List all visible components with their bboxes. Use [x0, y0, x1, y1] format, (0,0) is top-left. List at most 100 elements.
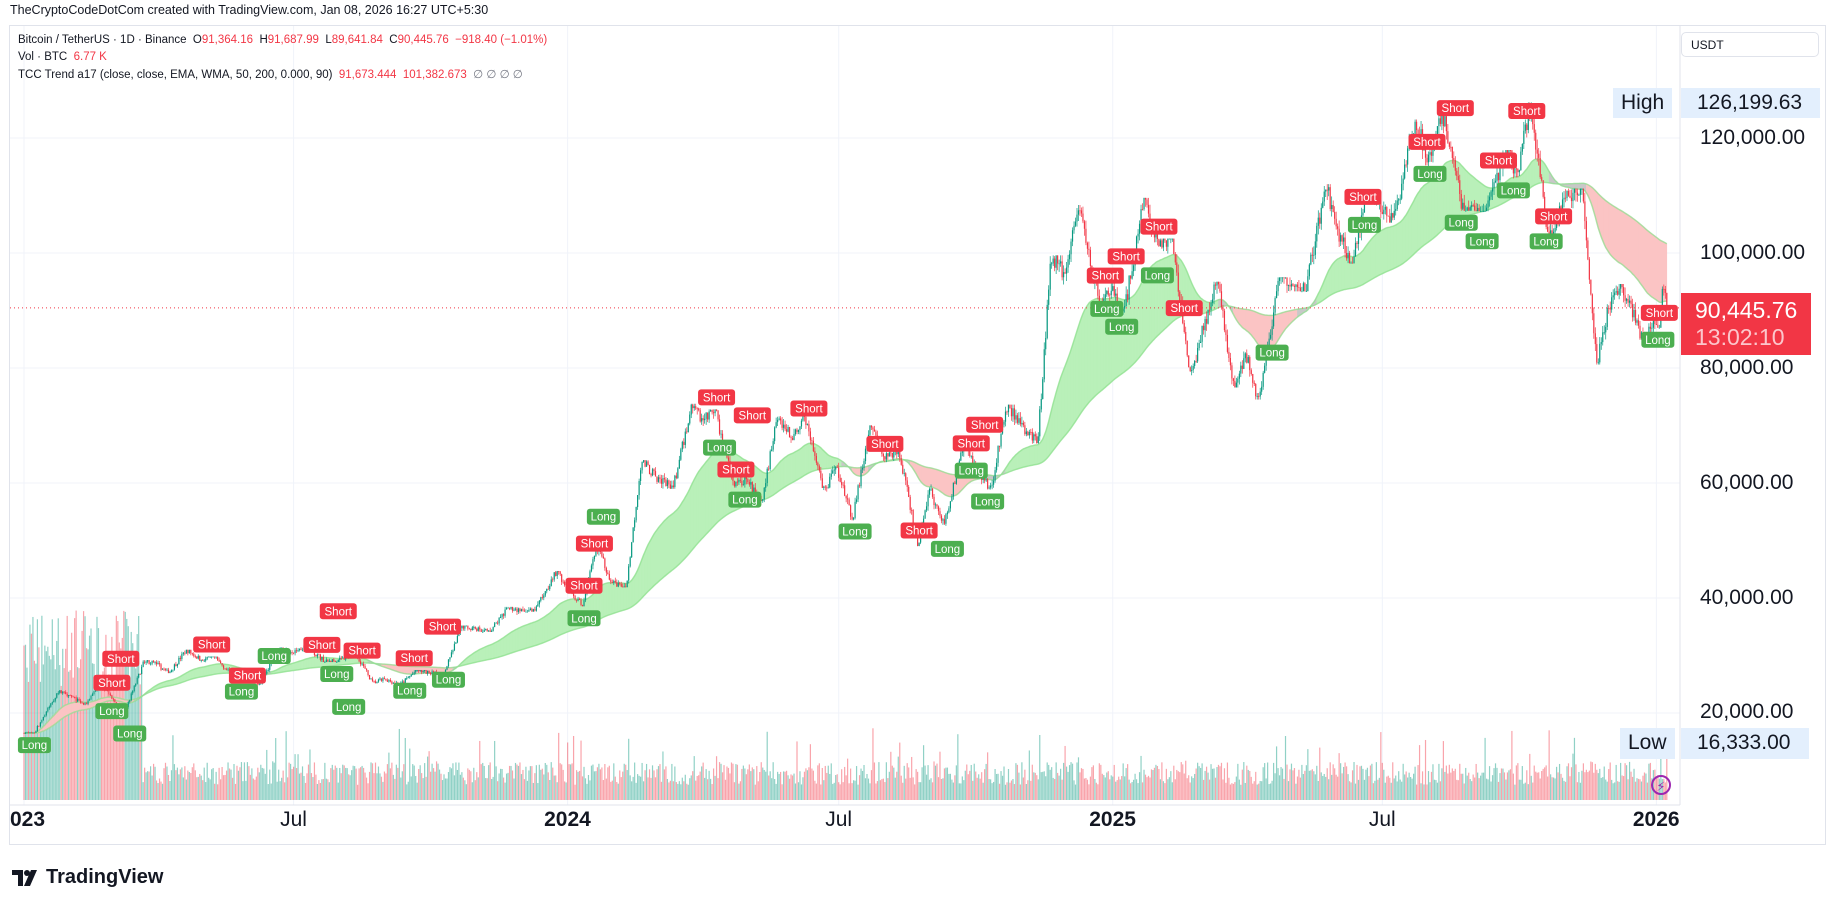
long-signal[interactable]: Long	[332, 698, 366, 715]
candle-body	[222, 665, 225, 669]
long-signal[interactable]: Long	[1347, 216, 1381, 233]
short-signal[interactable]: Short	[1140, 218, 1178, 235]
short-signal[interactable]: Short	[790, 400, 828, 417]
short-signal[interactable]: Short	[343, 642, 381, 659]
volume-bar	[541, 768, 543, 800]
symbol-name[interactable]: Bitcoin / TetherUS · 1D · Binance	[18, 34, 187, 46]
candle-body	[295, 650, 298, 652]
long-signal[interactable]: Long	[971, 493, 1005, 510]
volume-bar	[395, 764, 397, 800]
long-signal[interactable]: Long	[930, 540, 964, 557]
long-signal[interactable]: Long	[1090, 300, 1124, 317]
long-signal[interactable]: Long	[567, 610, 601, 627]
short-signal[interactable]: Short	[93, 674, 131, 691]
volume-bar	[745, 774, 747, 800]
long-signal[interactable]: Long	[954, 462, 988, 479]
long-signal[interactable]: Long	[1529, 233, 1563, 250]
short-signal[interactable]: Short	[1535, 208, 1573, 225]
short-signal[interactable]: Short	[717, 461, 755, 478]
short-signal[interactable]: Short	[228, 667, 266, 684]
long-signal[interactable]: Long	[320, 666, 354, 683]
volume-bar	[234, 783, 237, 800]
long-signal[interactable]: Long	[113, 725, 147, 742]
candle-body	[1071, 230, 1074, 242]
short-signal[interactable]: Short	[1408, 133, 1446, 150]
short-signal[interactable]: Short	[1508, 102, 1546, 119]
short-signal[interactable]: Short	[1436, 100, 1474, 117]
short-signal[interactable]: Short	[395, 650, 433, 667]
long-signal[interactable]: Long	[838, 523, 872, 540]
short-signal[interactable]: Short	[102, 650, 140, 667]
candle-body	[190, 649, 192, 654]
short-signal[interactable]: Short	[1107, 248, 1145, 265]
volume-bar	[760, 762, 762, 800]
volume-bar	[194, 770, 196, 800]
volume-bar	[525, 766, 527, 800]
candle-body	[774, 427, 776, 442]
candle-body	[578, 599, 581, 600]
long-signal[interactable]: Long	[728, 491, 762, 508]
long-signal[interactable]: Long	[257, 647, 291, 664]
volume-bar	[71, 632, 73, 800]
short-signal[interactable]: Short	[1344, 188, 1382, 205]
lightning-icon[interactable]: ⚡	[1651, 775, 1671, 795]
volume-bar	[1560, 773, 1562, 800]
long-signal[interactable]: Long	[95, 703, 129, 720]
volume-bar	[1558, 763, 1561, 800]
long-signal[interactable]: Long	[1444, 214, 1478, 231]
currency-selector[interactable]: USDT	[1681, 32, 1819, 57]
long-signal[interactable]: Long	[1413, 165, 1447, 182]
long-signal[interactable]: Long	[1641, 331, 1675, 348]
candle-body	[663, 478, 666, 480]
volume-bar	[1013, 784, 1016, 800]
volume-bar	[1545, 765, 1547, 800]
candle-body	[1045, 338, 1047, 350]
short-signal[interactable]: Short	[900, 522, 938, 539]
volume-bar	[857, 784, 859, 800]
candle-body	[1438, 118, 1440, 127]
short-signal[interactable]: Short	[733, 407, 771, 424]
candle-body	[53, 700, 55, 703]
short-signal[interactable]: Short	[1165, 300, 1203, 317]
short-signal[interactable]: Short	[952, 435, 990, 452]
long-signal[interactable]: Long	[393, 682, 427, 699]
volume-bar	[656, 769, 658, 800]
volume-bar	[54, 669, 56, 800]
long-signal[interactable]: Long	[586, 508, 620, 525]
candle-body	[47, 708, 49, 712]
long-signal[interactable]: Long	[431, 671, 465, 688]
tradingview-logo[interactable]: TradingView	[12, 866, 163, 889]
short-signal[interactable]: Short	[698, 389, 736, 406]
short-signal[interactable]: Short	[1479, 152, 1517, 169]
volume-label[interactable]: Vol · BTC	[18, 51, 68, 63]
long-signal[interactable]: Long	[703, 439, 737, 456]
short-signal[interactable]: Short	[565, 577, 603, 594]
indicator-label[interactable]: TCC Trend a17 (close, close, EMA, WMA, 5…	[18, 69, 333, 81]
short-signal[interactable]: Short	[1640, 304, 1678, 321]
short-signal[interactable]: Short	[424, 618, 462, 635]
long-signal[interactable]: Long	[1255, 344, 1289, 361]
short-signal[interactable]: Short	[319, 603, 357, 620]
short-signal[interactable]: Short	[966, 416, 1004, 433]
long-signal[interactable]: Long	[1140, 267, 1174, 284]
short-signal[interactable]: Short	[575, 535, 613, 552]
volume-bar	[1249, 770, 1251, 800]
volume-bar	[132, 643, 134, 800]
short-signal[interactable]: Short	[303, 636, 341, 653]
long-signal[interactable]: Long	[1105, 318, 1139, 335]
volume-bar	[36, 619, 39, 800]
short-signal[interactable]: Short	[866, 435, 904, 452]
short-signal[interactable]: Short	[1086, 267, 1124, 284]
short-signal[interactable]: Short	[193, 636, 231, 653]
volume-bar	[979, 778, 981, 800]
candle-body	[492, 627, 494, 631]
candle-body	[412, 673, 414, 675]
volume-bar	[1623, 776, 1625, 800]
volume-bar	[827, 765, 829, 800]
long-signal[interactable]: Long	[17, 737, 51, 754]
long-signal[interactable]: Long	[1496, 182, 1530, 199]
long-signal[interactable]: Long	[1465, 233, 1499, 250]
volume-bar	[1094, 778, 1096, 800]
long-signal[interactable]: Long	[224, 683, 258, 700]
